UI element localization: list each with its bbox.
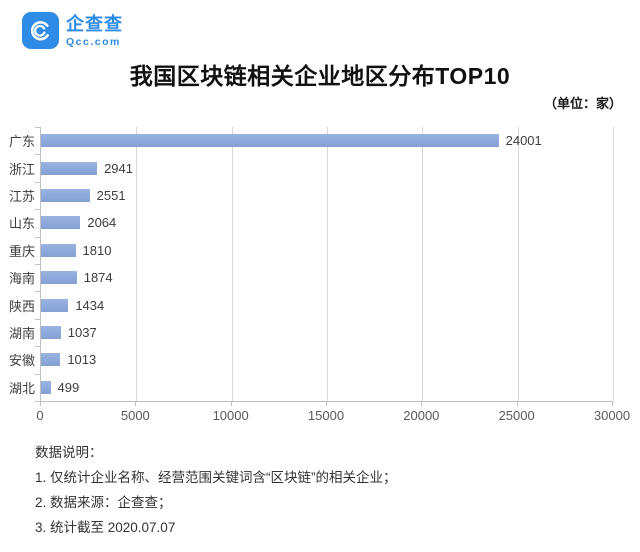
gridline [422, 127, 424, 401]
category-label: 湖北 [8, 380, 35, 396]
x-axis-tick [40, 401, 41, 406]
category-tick [35, 181, 41, 183]
bar [41, 243, 76, 257]
bar [41, 216, 81, 230]
x-axis-tick-label: 30000 [593, 408, 631, 423]
notes-heading: 数据说明： [35, 445, 103, 460]
notes-items: 1. 仅统计企业名称、经营范围关键词含“区块链”的相关企业； 2. 数据来源：企查… [35, 465, 397, 540]
brand-name: 企查查 [66, 13, 123, 34]
x-axis-tick [612, 401, 613, 406]
bar-row: 陕西 1434 [9, 291, 613, 318]
gridline [327, 127, 328, 401]
x-axis-tick [230, 401, 232, 406]
brand-text: 企查查 Qcc.com [66, 14, 123, 48]
bar-row: 湖南 1037 [9, 319, 613, 346]
category-label: 广东 [8, 134, 35, 150]
x-axis-tick [421, 401, 423, 406]
x-axis-tick [135, 401, 137, 406]
x-axis-tick-label: 0 [36, 408, 44, 423]
unit-label: （单位：家） [543, 96, 622, 111]
note-line: 3. 统计截至 2020.07.07 [35, 520, 176, 535]
category-tick [35, 154, 41, 156]
category-label: 浙江 [8, 161, 35, 177]
x-axis-tick-label: 15000 [307, 408, 345, 423]
value-label: 2941 [104, 160, 133, 176]
bar [41, 189, 90, 203]
note-line: 1. 仅统计企业名称、经营范围关键词含“区块链”的相关企业； [35, 470, 397, 485]
brand-domain: Qcc.com [66, 35, 121, 48]
category-tick [35, 291, 41, 293]
category-label: 重庆 [8, 243, 35, 259]
category-label: 湖南 [8, 326, 35, 342]
qcc-swirl-icon [22, 12, 59, 49]
gridline [136, 127, 138, 401]
category-label: 江苏 [8, 189, 35, 205]
x-axis-tick-label: 20000 [403, 408, 440, 423]
bar-row: 山东 2064 [9, 209, 613, 236]
bar-row: 浙江 2941 [9, 154, 613, 181]
category-label: 海南 [8, 271, 35, 287]
category-tick [35, 318, 41, 320]
bar [41, 134, 499, 148]
x-axis-tick [516, 401, 518, 406]
x-axis-tick-label: 25000 [498, 408, 535, 423]
bar [41, 161, 98, 175]
bar [41, 298, 69, 312]
note-line: 2. 数据来源：企查查； [35, 495, 172, 510]
bar-rows: 广东 24001 浙江 2941 江苏 2551 山东 2064 重庆 1810 海南 1874 陕西 1… [9, 127, 613, 401]
bar-row: 海南 1874 [9, 264, 613, 291]
value-label: 24001 [505, 133, 542, 149]
value-label: 1037 [67, 325, 97, 341]
category-tick [35, 127, 41, 128]
category-tick [35, 373, 41, 375]
qcc-logo: 企查查 Qcc.com [22, 12, 123, 49]
bar-row: 安徽 1013 [9, 346, 613, 373]
x-axis-tick [326, 401, 327, 406]
x-axis: 0 5000 10000 15000 20000 25000 30000 [36, 401, 630, 425]
value-label: 499 [57, 379, 80, 395]
value-label: 1874 [83, 270, 113, 286]
value-label: 2551 [96, 188, 126, 204]
category-tick [35, 236, 41, 238]
x-axis-tick-label: 5000 [120, 408, 150, 423]
bar [41, 271, 77, 285]
value-label: 1434 [75, 297, 105, 313]
value-label: 1810 [82, 242, 112, 258]
category-tick [35, 264, 41, 265]
value-label: 1013 [67, 352, 97, 368]
category-tick [35, 209, 41, 211]
value-label: 2064 [87, 215, 117, 231]
bar [41, 380, 51, 394]
bar-row: 广东 24001 [9, 127, 613, 154]
category-label: 安徽 [8, 353, 35, 369]
gridline [231, 127, 233, 401]
notes: 数据说明： 1. 仅统计企业名称、经营范围关键词含“区块链”的相关企业； 2. 数… [35, 440, 397, 540]
category-tick [35, 401, 41, 402]
category-label: 山东 [8, 216, 35, 232]
chart-title: 我国区块链相关企业地区分布TOP10 [129, 63, 511, 89]
bar [41, 353, 61, 367]
bar [41, 326, 61, 340]
x-axis-tick-label: 10000 [212, 408, 249, 423]
gridline [613, 127, 614, 401]
gridline [517, 127, 519, 401]
bar-row: 重庆 1810 [9, 237, 613, 264]
bar-row: 江苏 2551 [9, 182, 613, 209]
category-label: 陕西 [8, 298, 35, 314]
category-tick [35, 346, 41, 348]
bar-row: 湖北 499 [9, 374, 613, 401]
plot-area: 广东 24001 浙江 2941 江苏 2551 山东 2064 重庆 1810 海南 1874 陕西 1… [9, 127, 614, 402]
